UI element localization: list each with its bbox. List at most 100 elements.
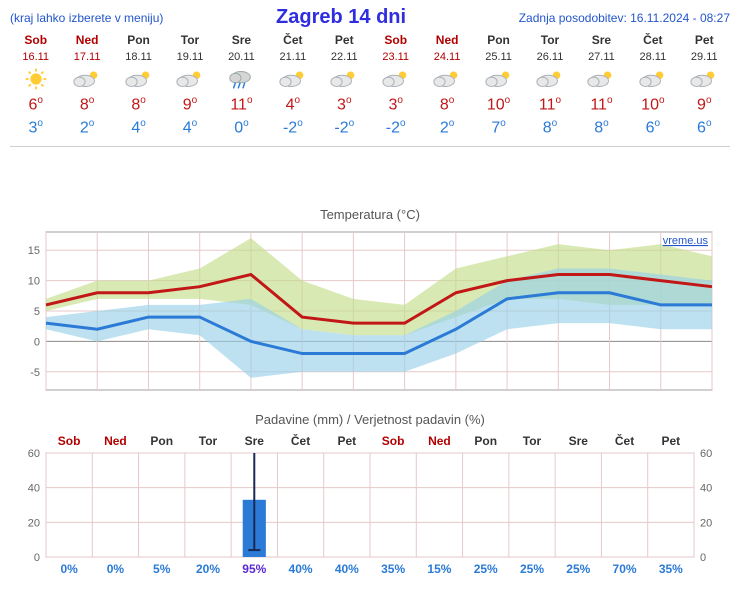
svg-text:Ned: Ned [428, 434, 451, 448]
weather-icon [10, 65, 61, 93]
page-title: Zagreb 14 dni [163, 6, 518, 29]
svg-text:Čet: Čet [291, 433, 310, 448]
day-date: 21.11 [267, 49, 318, 65]
temperature-chart: -5051015vreme.us [10, 224, 730, 404]
weather-icon [319, 65, 370, 93]
day-name: Čet [267, 31, 318, 49]
temp-max: 3o [319, 93, 370, 116]
day-date: 29.11 [679, 49, 730, 65]
temp-min: 3o [10, 116, 61, 139]
temp-min: 6o [627, 116, 678, 139]
temp-max: 9o [164, 93, 215, 116]
svg-text:0%: 0% [107, 562, 125, 576]
temp-max: 8o [421, 93, 472, 116]
temp-max: 10o [473, 93, 524, 116]
temperature-chart-title: Temperatura (°C) [10, 207, 730, 222]
svg-text:Pon: Pon [474, 434, 497, 448]
temp-max: 11o [524, 93, 575, 116]
svg-text:60: 60 [700, 448, 712, 460]
day-name: Tor [524, 31, 575, 49]
day-name: Sob [370, 31, 421, 49]
day-date: 20.11 [216, 49, 267, 65]
svg-text:Čet: Čet [615, 433, 634, 448]
svg-text:5%: 5% [153, 562, 171, 576]
day-name: Sre [576, 31, 627, 49]
day-date: 23.11 [370, 49, 421, 65]
svg-text:Tor: Tor [523, 434, 542, 448]
svg-text:70%: 70% [613, 562, 637, 576]
svg-text:Sob: Sob [58, 434, 81, 448]
temp-max: 6o [10, 93, 61, 116]
day-date: 24.11 [421, 49, 472, 65]
temp-max: 9o [679, 93, 730, 116]
precipitation-chart: 00202040406060SobNedPonTorSreČetPetSobNe… [10, 429, 730, 579]
day-date: 25.11 [473, 49, 524, 65]
day-date: 28.11 [627, 49, 678, 65]
weather-icon [679, 65, 730, 93]
svg-text:Pon: Pon [150, 434, 173, 448]
temp-min: 6o [679, 116, 730, 139]
day-name: Čet [627, 31, 678, 49]
svg-text:40%: 40% [289, 562, 313, 576]
day-name: Ned [421, 31, 472, 49]
svg-text:Sob: Sob [382, 434, 405, 448]
header-bar: (kraj lahko izberete v meniju) Zagreb 14… [0, 0, 740, 31]
temp-min: 4o [164, 116, 215, 139]
temp-min: 7o [473, 116, 524, 139]
temp-min: 8o [524, 116, 575, 139]
svg-text:35%: 35% [659, 562, 683, 576]
svg-text:40: 40 [700, 482, 712, 494]
svg-text:20: 20 [700, 517, 712, 529]
svg-text:20: 20 [28, 517, 40, 529]
temp-max: 3o [370, 93, 421, 116]
temp-min: 2o [421, 116, 472, 139]
day-name: Sob [10, 31, 61, 49]
daily-forecast-strip: SobNedPonTorSreČetPetSobNedPonTorSreČetP… [10, 31, 730, 147]
day-name: Ned [61, 31, 112, 49]
temp-max: 8o [113, 93, 164, 116]
menu-note: (kraj lahko izberete v meniju) [10, 11, 163, 25]
svg-text:25%: 25% [520, 562, 544, 576]
weather-icon [627, 65, 678, 93]
temp-max: 4o [267, 93, 318, 116]
weather-icon [473, 65, 524, 93]
svg-text:0%: 0% [60, 562, 78, 576]
svg-text:40%: 40% [335, 562, 359, 576]
last-updated: Zadnja posodobitev: 16.11.2024 - 08:27 [519, 11, 730, 25]
svg-text:-5: -5 [30, 366, 40, 378]
day-date: 19.11 [164, 49, 215, 65]
weather-icon [576, 65, 627, 93]
day-date: 26.11 [524, 49, 575, 65]
temp-min: 0o [216, 116, 267, 139]
day-name: Pet [679, 31, 730, 49]
day-date: 17.11 [61, 49, 112, 65]
svg-text:Sre: Sre [245, 434, 265, 448]
svg-text:5: 5 [34, 306, 40, 318]
temp-max: 11o [576, 93, 627, 116]
svg-text:Sre: Sre [569, 434, 589, 448]
weather-icon [216, 65, 267, 93]
temp-max: 11o [216, 93, 267, 116]
day-name: Pon [473, 31, 524, 49]
temp-min: -2o [370, 116, 421, 139]
temp-min: -2o [267, 116, 318, 139]
precip-chart-title: Padavine (mm) / Verjetnost padavin (%) [10, 412, 730, 427]
svg-text:40: 40 [28, 482, 40, 494]
svg-text:Tor: Tor [199, 434, 218, 448]
svg-text:Pet: Pet [662, 434, 681, 448]
svg-text:35%: 35% [381, 562, 405, 576]
svg-text:0: 0 [34, 552, 40, 564]
day-name: Pon [113, 31, 164, 49]
day-date: 22.11 [319, 49, 370, 65]
svg-text:95%: 95% [242, 562, 266, 576]
weather-icon [61, 65, 112, 93]
svg-text:10: 10 [28, 275, 40, 287]
temp-max: 8o [61, 93, 112, 116]
temp-min: 4o [113, 116, 164, 139]
svg-text:Pet: Pet [338, 434, 357, 448]
temp-max: 10o [627, 93, 678, 116]
day-name: Sre [216, 31, 267, 49]
weather-icon [267, 65, 318, 93]
svg-text:15%: 15% [427, 562, 451, 576]
day-name: Pet [319, 31, 370, 49]
